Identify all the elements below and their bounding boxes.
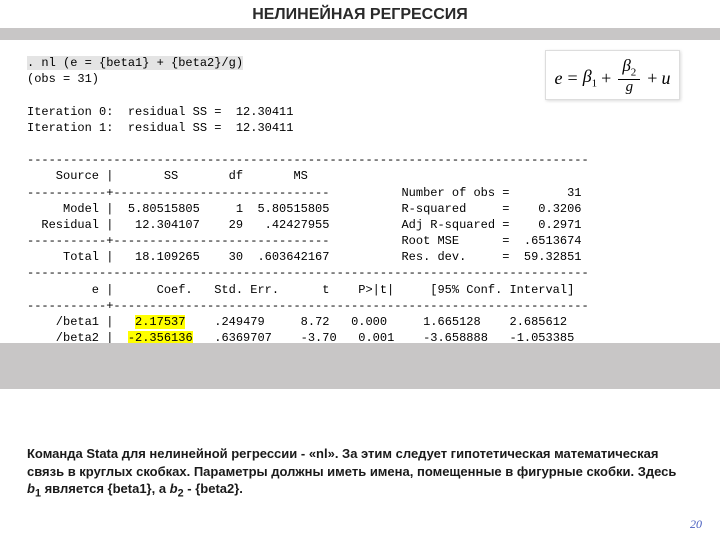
formula-plus: + — [601, 69, 611, 87]
b1-pref: /beta1 | — [27, 315, 135, 329]
slide-title: НЕЛИНЕЙНАЯ РЕГРЕССИЯ — [0, 6, 720, 24]
stata-command: . nl (e = {beta1} + {beta2}/g) — [27, 56, 243, 70]
r-rmse: Root MSE = .6513674 — [329, 234, 581, 248]
dashc2: -----------+----------------------------… — [27, 234, 329, 248]
model: Model | 5.80515805 1 5.80515805 — [27, 202, 329, 216]
b1-coef: 2.17537 — [135, 315, 185, 329]
b1-rest: .249479 8.72 0.000 1.665128 2.685612 — [185, 315, 567, 329]
stata-output: . nl (e = {beta1} + {beta2}/g) (obs = 31… — [27, 55, 589, 363]
formula-u: u — [661, 69, 670, 87]
r-adj: Adj R-squared = 0.2971 — [329, 218, 581, 232]
dashc3: -----------+----------------------------… — [27, 299, 589, 313]
r-r2: R-squared = 0.3206 — [329, 202, 581, 216]
dash2: ----------------------------------------… — [27, 266, 589, 280]
separator-band — [0, 343, 720, 389]
resid: Residual | 12.304107 29 .42427955 — [27, 218, 329, 232]
iter0: Iteration 0: residual SS = 12.30411 — [27, 105, 293, 119]
r-dev: Res. dev. = 59.32851 — [329, 250, 581, 264]
header-bar — [0, 28, 720, 40]
dash1: ----------------------------------------… — [27, 153, 589, 167]
formula-frac: β2 g — [618, 57, 640, 94]
src-hdr: Source | SS df MS — [27, 169, 308, 183]
total: Total | 18.109265 30 .603642167 — [27, 250, 329, 264]
r-nobs: Number of obs = 31 — [329, 186, 581, 200]
iter1: Iteration 1: residual SS = 12.30411 — [27, 121, 293, 135]
obs-line: (obs = 31) — [27, 72, 99, 86]
coef-hdr: e | Coef. Std. Err. t P>|t| [95% Conf. I… — [27, 283, 574, 297]
caption-text: Команда Stata для нелинейной регрессии -… — [27, 445, 687, 501]
page-number: 20 — [690, 517, 702, 532]
dashc1: -----------+----------------------------… — [27, 186, 329, 200]
formula-plus2: + — [647, 69, 657, 87]
